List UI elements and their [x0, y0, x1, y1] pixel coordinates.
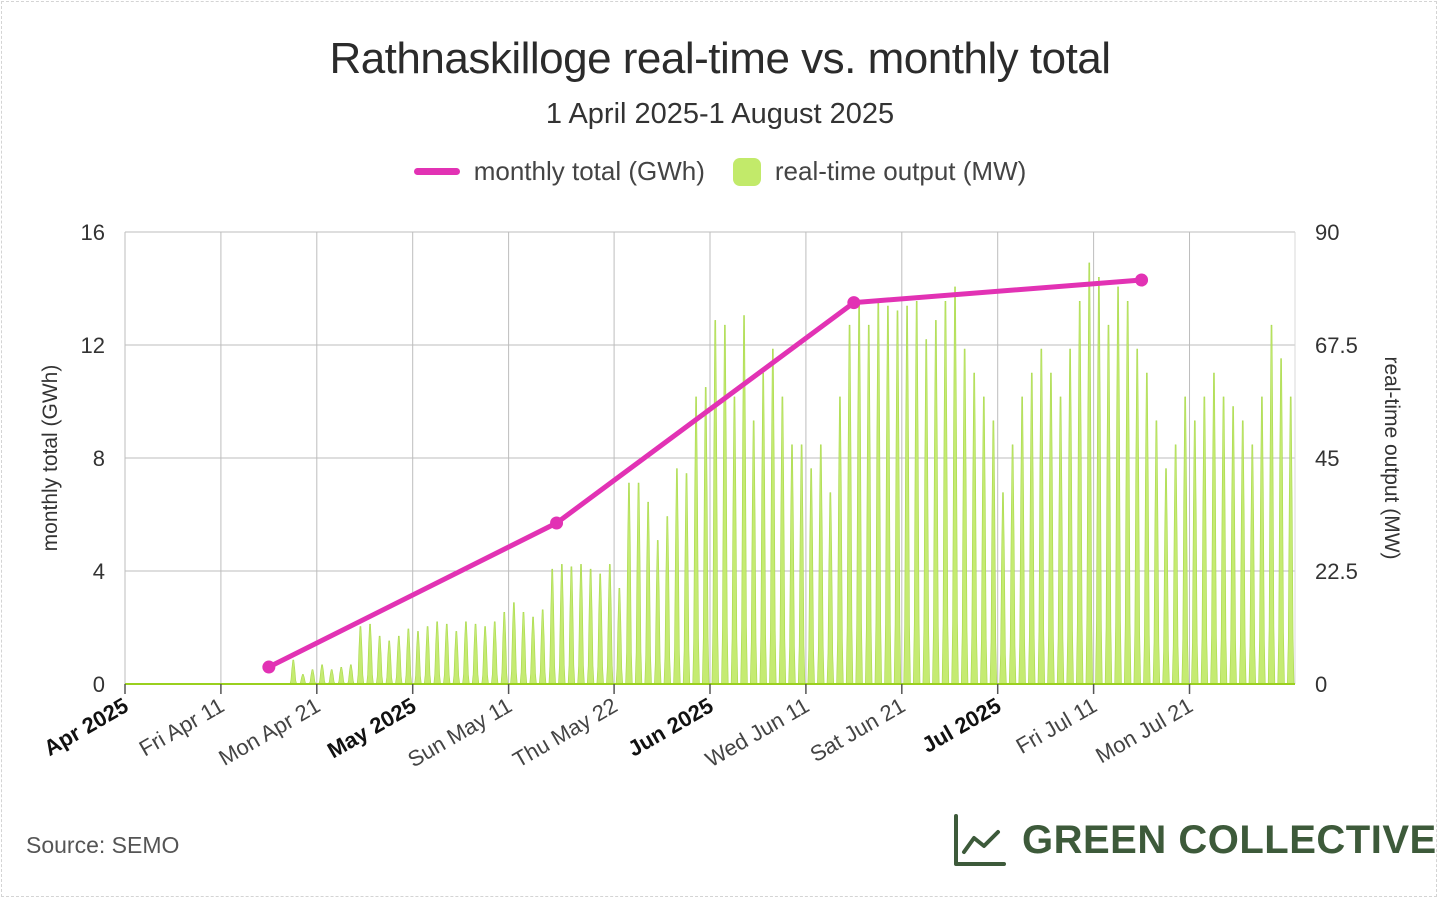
x-tick-label: Fri Apr 11	[135, 693, 229, 762]
legend-swatch-area	[732, 157, 761, 186]
y-left-tick-label: 0	[93, 672, 105, 697]
y-right-tick-label: 90	[1315, 220, 1339, 245]
line-monthly-total	[266, 277, 1145, 670]
legend-label: real-time output (MW)	[774, 156, 1027, 186]
y-right-tick-label: 0	[1315, 672, 1327, 697]
monthly-total-point	[847, 296, 861, 310]
chart-trend-icon	[954, 814, 1006, 866]
chart-title: Rathnaskilloge real-time vs. monthly tot…	[329, 34, 1111, 83]
legend: monthly total (GWh) real-time output (MW…	[0, 156, 1440, 187]
chart-subtitle: 1 April 2025-1 August 2025	[545, 98, 895, 130]
source-note: Source: SEMO	[26, 832, 180, 858]
y-left-tick-label: 12	[81, 333, 105, 358]
y-right-tick-label: 22.5	[1315, 559, 1358, 584]
y-left-axis-title: monthly total (GWh)	[39, 365, 62, 552]
brand-name: GREEN COLLECTIVE	[1022, 817, 1437, 862]
legend-swatch-line	[413, 168, 460, 175]
y-right-axis-title: real-time output (MW)	[1380, 356, 1403, 559]
y-right-tick-label: 67.5	[1315, 333, 1358, 358]
monthly-total-point	[1135, 273, 1149, 287]
x-tick-label: Fri Jul 11	[1012, 693, 1101, 759]
monthly-total-point	[262, 660, 276, 674]
x-tick-label: Apr 2025	[40, 693, 133, 761]
legend-item-real-time-output[interactable]: real-time output (MW)	[732, 156, 1027, 187]
brand-logo: GREEN COLLECTIVE	[952, 812, 1437, 868]
monthly-total-point	[550, 516, 564, 530]
x-tick-label: Sun May 11	[403, 693, 516, 773]
x-tick-label: Wed Jun 11	[701, 693, 813, 772]
legend-item-monthly-total[interactable]: monthly total (GWh)	[413, 156, 705, 187]
x-tick-label: Jul 2025	[917, 693, 1005, 758]
x-tick-label: Mon Apr 21	[214, 693, 324, 771]
legend-label: monthly total (GWh)	[473, 156, 705, 186]
x-tick-label: Sat Jun 21	[806, 693, 910, 767]
y-left-tick-label: 8	[93, 446, 105, 471]
x-tick-label: Mon Jul 21	[1091, 693, 1197, 768]
y-left-tick-label: 4	[93, 559, 105, 584]
y-left-tick-label: 16	[81, 220, 105, 245]
x-tick-label: Thu May 22	[508, 693, 621, 773]
y-right-tick-label: 45	[1315, 446, 1339, 471]
